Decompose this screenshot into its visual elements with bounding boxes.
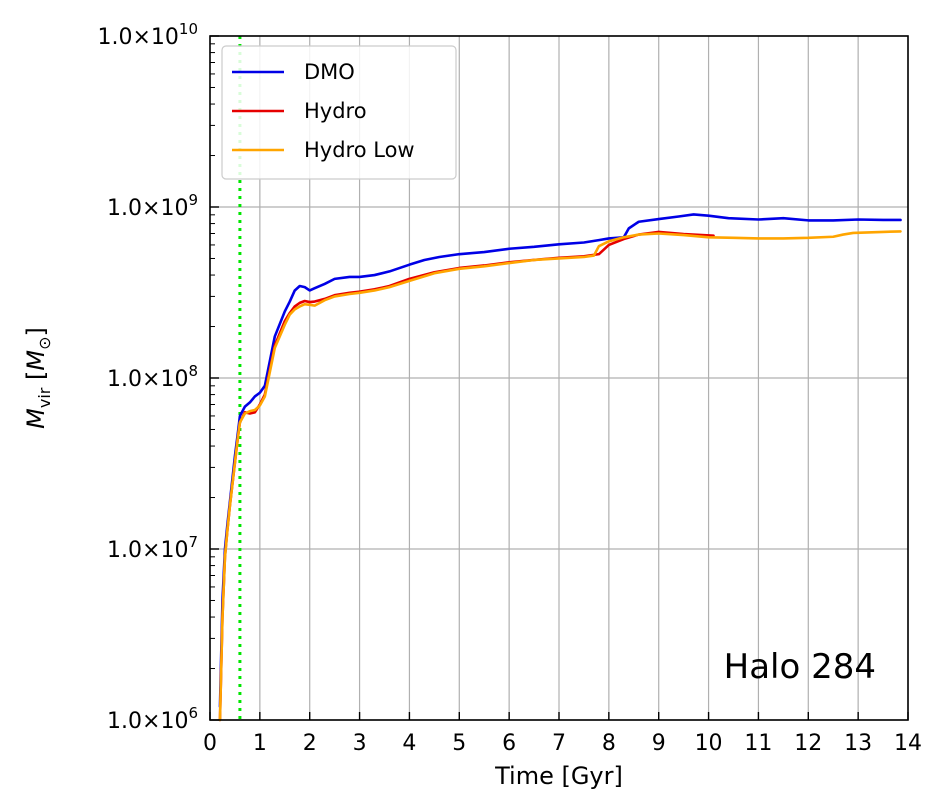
- x-tick-label: 11: [744, 731, 772, 756]
- y-axis-label-unit-close: ]: [22, 327, 50, 336]
- legend-items: DMO Hydro Hydro Low: [232, 60, 415, 162]
- x-tick-label: 12: [794, 731, 822, 756]
- x-tick-label: 13: [844, 731, 872, 756]
- y-axis-label-unit-symbol: M: [22, 350, 50, 371]
- x-tick-label: 2: [303, 731, 317, 756]
- x-axis-label: Time [Gyr]: [494, 762, 623, 790]
- x-tick-label: 9: [652, 731, 666, 756]
- x-tick-label: 10: [695, 731, 723, 756]
- x-tick-label: 3: [353, 731, 367, 756]
- x-tick-label: 14: [894, 731, 922, 756]
- x-tick-label: 1: [253, 731, 267, 756]
- x-tick-label: 6: [502, 731, 516, 756]
- grid: [209, 35, 909, 721]
- x-tick-label: 7: [552, 731, 566, 756]
- y-tick-label: 1.0×109: [107, 191, 198, 221]
- series-line-hydro-low: [218, 230, 902, 722]
- x-tick-label: 0: [203, 731, 217, 756]
- x-tick-label: 5: [452, 731, 466, 756]
- y-axis-label-unit-open: [: [22, 371, 50, 388]
- y-tick-label: 1.0×108: [107, 362, 198, 392]
- halo-annotation: Halo 284: [724, 647, 876, 687]
- y-tick-label: 1.0×107: [107, 533, 198, 563]
- series-layer: [218, 213, 902, 722]
- x-tick-label: 8: [602, 731, 616, 756]
- legend-box: [221, 45, 457, 180]
- legend: DMO Hydro Hydro Low: [221, 45, 457, 180]
- y-axis-label-symbol: M: [22, 408, 50, 429]
- y-axis-ticks: 1.0×106 1.0×107 1.0×108 1.0×109 1.0×1010: [97, 20, 219, 734]
- y-axis-label: Mvir [M⊙]: [22, 327, 54, 429]
- legend-label: DMO: [304, 60, 355, 84]
- y-tick-label: 1.0×106: [107, 704, 198, 734]
- minor-ticks: [210, 43, 215, 670]
- x-axis-ticks: 0 1 2 3 4 5 6 7 8 9 10 11 12 13 14: [203, 712, 922, 756]
- series-line-dmo: [218, 213, 902, 708]
- legend-label: Hydro: [304, 99, 367, 123]
- y-axis-label-subscript: vir: [35, 387, 54, 408]
- y-axis-label-unit-subscript: ⊙: [35, 337, 54, 350]
- legend-label: Hydro Low: [304, 138, 415, 162]
- y-tick-label: 1.0×1010: [97, 20, 198, 50]
- x-tick-label: 4: [402, 731, 416, 756]
